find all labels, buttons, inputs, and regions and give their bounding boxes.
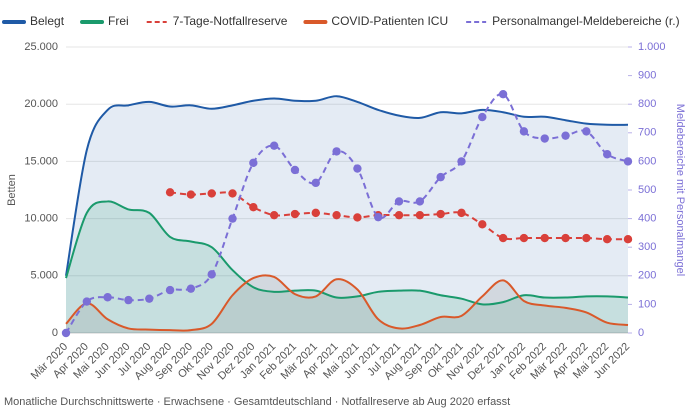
y2-tick-label: 1.000 <box>638 41 666 53</box>
point <box>228 214 237 223</box>
point <box>394 210 404 220</box>
point <box>561 233 570 243</box>
y-tick-label: 20.000 <box>24 98 58 110</box>
y2-tick-label: 800 <box>638 98 656 110</box>
y2-axis-title: Meldebereiche mit Personalmangel <box>674 104 686 276</box>
point <box>561 131 570 140</box>
series-line <box>65 274 629 332</box>
series-line <box>65 93 629 334</box>
point <box>602 150 612 159</box>
point <box>457 208 466 218</box>
point <box>436 172 445 182</box>
point <box>207 189 216 198</box>
point <box>498 233 508 243</box>
footer-note: Monatliche Durchschnittswerte · Erwachse… <box>4 396 510 408</box>
point <box>61 328 71 338</box>
point <box>519 233 529 243</box>
point <box>519 127 529 136</box>
point <box>415 197 425 206</box>
y2-tick-label: 700 <box>638 127 656 139</box>
point <box>498 89 508 99</box>
series-line <box>65 200 629 306</box>
y2-tick-label: 200 <box>638 270 656 282</box>
area <box>66 96 628 333</box>
point <box>269 210 279 220</box>
y2-tick-label: 0 <box>638 327 644 339</box>
point <box>478 220 487 229</box>
point <box>249 158 258 168</box>
series-line <box>65 95 629 276</box>
point <box>457 157 466 166</box>
point <box>207 270 216 279</box>
y-axis-title: Betten <box>6 174 18 206</box>
point <box>582 127 591 136</box>
y2-tick-label: 600 <box>638 155 656 167</box>
point <box>374 212 383 222</box>
point <box>415 210 425 220</box>
legend-label: Personalmangel-Meldebereiche (r.) <box>492 14 679 28</box>
y2-tick-label: 400 <box>638 213 656 225</box>
legend-label: Belegt <box>30 14 65 28</box>
point <box>602 234 612 244</box>
point <box>582 233 591 243</box>
y2-tick-label: 500 <box>638 184 656 196</box>
point <box>103 293 112 302</box>
point <box>165 285 175 295</box>
legend-label: 7-Tage-Notfallreserve <box>173 14 288 28</box>
point <box>332 210 341 220</box>
point <box>394 197 404 206</box>
point <box>249 202 258 212</box>
point <box>478 112 487 122</box>
point <box>290 165 300 175</box>
point <box>540 134 549 143</box>
point <box>623 157 633 166</box>
point <box>186 190 196 199</box>
legend-label: COVID-Patienten ICU <box>331 14 448 28</box>
plot <box>61 89 633 338</box>
y2-tick-label: 900 <box>638 70 656 82</box>
area <box>66 201 628 333</box>
point <box>353 164 362 173</box>
point <box>436 209 445 219</box>
point <box>353 213 362 222</box>
point <box>311 208 320 218</box>
point <box>269 141 279 150</box>
point <box>165 188 175 197</box>
area <box>66 275 628 333</box>
point <box>124 295 133 305</box>
point <box>145 294 154 303</box>
y-tick-label: 5.000 <box>30 270 58 282</box>
point <box>540 233 549 243</box>
point <box>332 147 341 156</box>
y-tick-label: 0 <box>52 327 58 339</box>
point <box>623 234 633 244</box>
point <box>228 189 237 198</box>
point <box>82 297 92 306</box>
point <box>311 178 320 188</box>
legend: Belegt Frei 7-Tage-Notfallreserve COVID-Pat… <box>2 14 680 28</box>
y2-tick-label: 100 <box>638 298 656 310</box>
point <box>290 209 300 219</box>
y2-tick-label: 300 <box>638 241 656 253</box>
point <box>186 284 196 293</box>
y-tick-label: 25.000 <box>24 41 58 53</box>
y-tick-label: 10.000 <box>24 213 58 225</box>
y-tick-label: 15.000 <box>24 155 58 167</box>
legend-label: Frei <box>108 14 129 28</box>
